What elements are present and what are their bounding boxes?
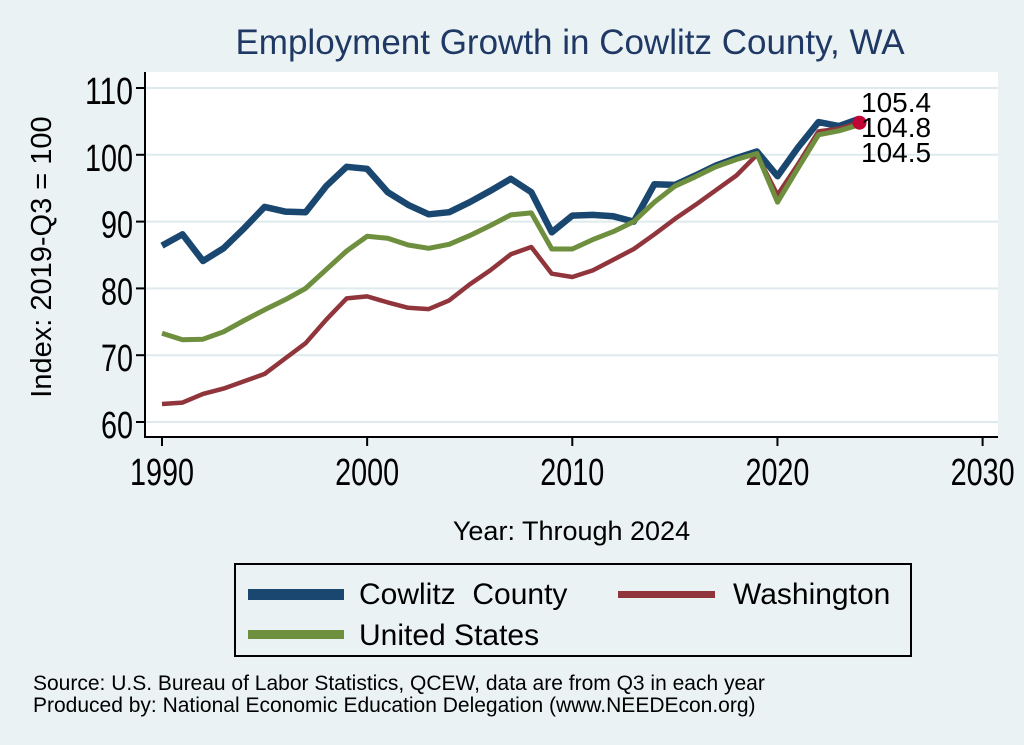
end-point-marker: [852, 115, 867, 130]
legend-label-washington: Washington: [733, 578, 891, 611]
y-tick-label: 90: [101, 205, 133, 247]
y-tick-label: 110: [85, 71, 133, 113]
x-axis-title: Year: Through 2024: [452, 516, 691, 546]
legend-swatch-united-states: [248, 630, 344, 639]
x-tick-label: 2030: [951, 452, 1015, 494]
y-axis-title: Index: 2019-Q3 = 100: [26, 116, 58, 398]
y-tick-label: 100: [85, 138, 133, 180]
page-title: Employment Growth in Cowlitz County, WA: [235, 23, 905, 62]
end-value-label-cowlitz-county: 105.4: [861, 87, 931, 118]
y-tick-label: 70: [101, 338, 133, 380]
legend: Cowlitz County Washington United States: [234, 563, 912, 657]
y-tick-label: 60: [101, 405, 133, 447]
x-tick-label: 2010: [540, 452, 604, 494]
x-tick-label: 2000: [335, 452, 399, 494]
x-tick-label: 1990: [130, 452, 194, 494]
source-note: Source: U.S. Bureau of Labor Statistics,…: [33, 672, 765, 695]
produced-by-note: Produced by: National Economic Education…: [33, 694, 756, 717]
end-value-label-washington: 104.8: [861, 112, 931, 143]
y-tick-label: 80: [101, 271, 133, 313]
legend-label-united-states: United States: [359, 619, 540, 652]
x-tick-label: 2020: [745, 452, 809, 494]
series-line-united-states: [161, 122, 861, 343]
legend-swatch-cowlitz-county: [248, 589, 344, 600]
end-value-label-united-states: 104.5: [861, 137, 931, 168]
legend-swatch-washington: [618, 591, 715, 598]
series-line-washington: [161, 120, 861, 407]
plot-area: [145, 72, 998, 437]
legend-label-cowlitz-county: Cowlitz County: [359, 578, 568, 611]
